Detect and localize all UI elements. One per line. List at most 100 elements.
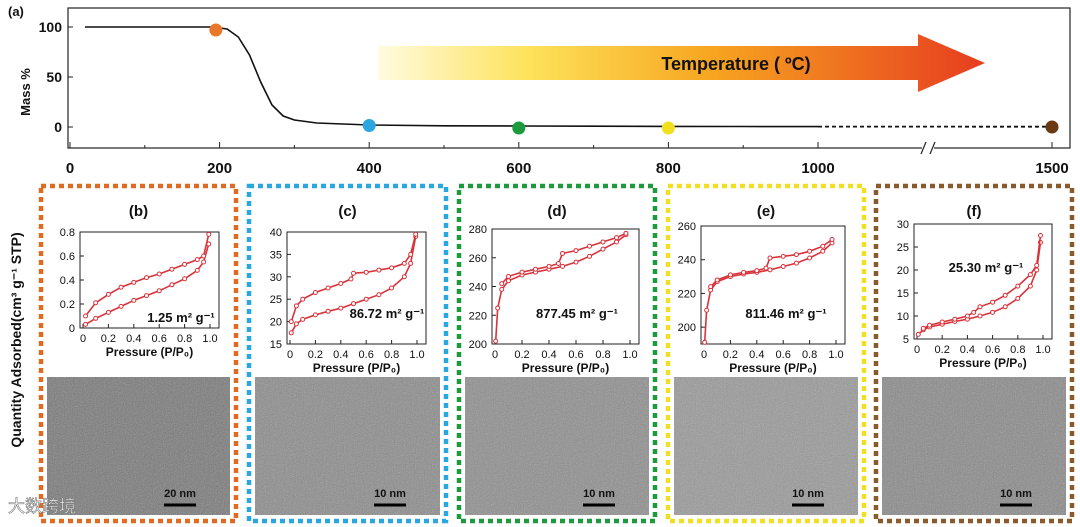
- isotherm-x-tick-label: 0.8: [177, 333, 192, 345]
- isotherm-point: [727, 272, 733, 278]
- isotherm-y-tick-label: 200: [469, 339, 487, 351]
- isotherm-point: [587, 253, 592, 259]
- isotherm-point: [767, 267, 773, 273]
- panel-label: (d): [547, 203, 566, 220]
- panel-label: (f): [967, 203, 982, 220]
- isotherm-point: [93, 315, 99, 321]
- isotherm-point: [614, 235, 619, 241]
- isotherm-y-tick-label: 240: [678, 255, 696, 267]
- tem-image-texture: [465, 377, 649, 515]
- isotherm-point: [156, 271, 162, 277]
- isotherm-x-tick-label: 0.6: [152, 333, 167, 345]
- isotherm-point: [325, 285, 331, 291]
- isotherm-y-tick-label: 240: [469, 282, 487, 294]
- isotherm-point: [363, 296, 369, 302]
- isotherm-point: [920, 325, 926, 331]
- isotherm-point: [763, 265, 769, 271]
- panel-e: (e) 200 220 240 260 0 0.2 0.4 0.6 0.8 1.0 Pressure …: [665, 183, 867, 524]
- isotherm-point: [312, 289, 318, 295]
- panel-dashed-frame: [38, 183, 239, 524]
- isotherm-point: [829, 236, 835, 242]
- isotherm-point: [952, 316, 958, 322]
- isotherm-point: [338, 305, 344, 311]
- isotherm-point: [288, 319, 294, 325]
- tga-x-tick-label: 400: [357, 160, 382, 177]
- isotherm-point: [300, 296, 306, 302]
- isotherm-point: [793, 260, 799, 266]
- isotherm-point: [389, 265, 395, 271]
- isotherm-point: [990, 299, 996, 305]
- tga-y-tick-label: 50: [46, 69, 62, 85]
- isotherm-point: [1027, 272, 1033, 278]
- isotherm-point: [493, 338, 499, 344]
- tga-y-axis-label: Mass %: [18, 68, 33, 116]
- isotherm-x-axis-label: Pressure (P/P₀): [313, 361, 400, 375]
- panel-dashed-frame: [665, 183, 867, 524]
- tga-x-tick-label: 0: [66, 160, 74, 177]
- surface-area-annotation: 86.72 m² g⁻¹: [350, 306, 425, 321]
- isotherm-point: [915, 331, 921, 337]
- panel-dashed-frame: [456, 183, 658, 524]
- tga-y-tick-label: 0: [54, 119, 62, 135]
- isotherm-point: [714, 277, 720, 283]
- surface-area-annotation: 25.30 m² g⁻¹: [949, 260, 1024, 275]
- isotherm-plot-frame: [286, 231, 427, 345]
- isotherm-point: [560, 263, 565, 269]
- panel-label: (b): [129, 203, 148, 220]
- isotherm-point: [600, 239, 606, 245]
- isotherm-adsorption-line: [494, 234, 627, 342]
- isotherm-point: [300, 316, 306, 322]
- tga-x-tick-label: 1000: [801, 160, 834, 177]
- tem-image-texture: [255, 377, 440, 515]
- isotherm-point: [131, 297, 137, 303]
- isotherm-point: [288, 330, 294, 336]
- isotherm-plot-frame: [491, 228, 640, 345]
- isotherm-point: [780, 263, 786, 269]
- isotherm-point: [182, 261, 188, 267]
- isotherm-point: [325, 308, 331, 314]
- isotherm-point: [293, 303, 299, 309]
- isotherm-point: [408, 260, 414, 266]
- isotherm-point: [927, 322, 933, 328]
- isotherm-x-axis-label: Pressure (P/P₀): [939, 356, 1026, 370]
- isotherm-point: [767, 255, 773, 261]
- isotherm-point: [194, 257, 200, 263]
- isotherm-x-tick-label: 0.8: [384, 349, 399, 361]
- isotherm-point: [971, 309, 977, 315]
- isotherm-x-tick-label: 1.0: [409, 349, 424, 361]
- isotherm-point: [169, 266, 175, 272]
- isotherm-point: [506, 273, 511, 279]
- scale-bar-label: 10 nm: [1000, 488, 1032, 500]
- isotherm-point: [555, 261, 561, 266]
- isotherm-point: [351, 301, 356, 307]
- isotherm-point: [194, 267, 200, 273]
- isotherm-y-tick-label: 260: [469, 253, 487, 265]
- tga-marker: [1045, 120, 1059, 134]
- isotherm-point: [206, 231, 212, 237]
- isotherm-point: [363, 269, 369, 275]
- isotherm-point: [201, 253, 207, 259]
- isotherm-point: [820, 243, 826, 249]
- isotherm-x-tick-label: 0: [701, 349, 707, 361]
- isotherm-point: [1002, 304, 1008, 310]
- isotherm-plot-frame: [700, 225, 846, 345]
- isotherm-point: [600, 246, 606, 252]
- isotherm-point: [1027, 283, 1033, 289]
- panel-f: (f) 5 10 15 20 25 30 0 0.2 0.4 0.6 0.8 1.0 Pressure (…: [873, 183, 1075, 524]
- isotherm-point: [793, 252, 799, 258]
- tga-y-tick-label: 100: [39, 19, 63, 35]
- isotherm-point: [389, 285, 395, 291]
- panel-dashed-frame: [873, 183, 1075, 524]
- isotherm-point: [83, 321, 89, 327]
- isotherm-y-tick-label: 40: [270, 227, 282, 239]
- isotherm-point: [312, 312, 318, 318]
- isotherm-y-tick-label: 20: [897, 265, 909, 277]
- isotherm-point: [169, 282, 175, 288]
- isotherm-point: [495, 305, 501, 311]
- tga-x-tick-label: 200: [207, 160, 232, 177]
- isotherm-x-tick-label: 1.0: [1035, 344, 1050, 356]
- tem-image-texture: [882, 377, 1066, 515]
- isotherm-x-tick-label: 0.6: [359, 349, 374, 361]
